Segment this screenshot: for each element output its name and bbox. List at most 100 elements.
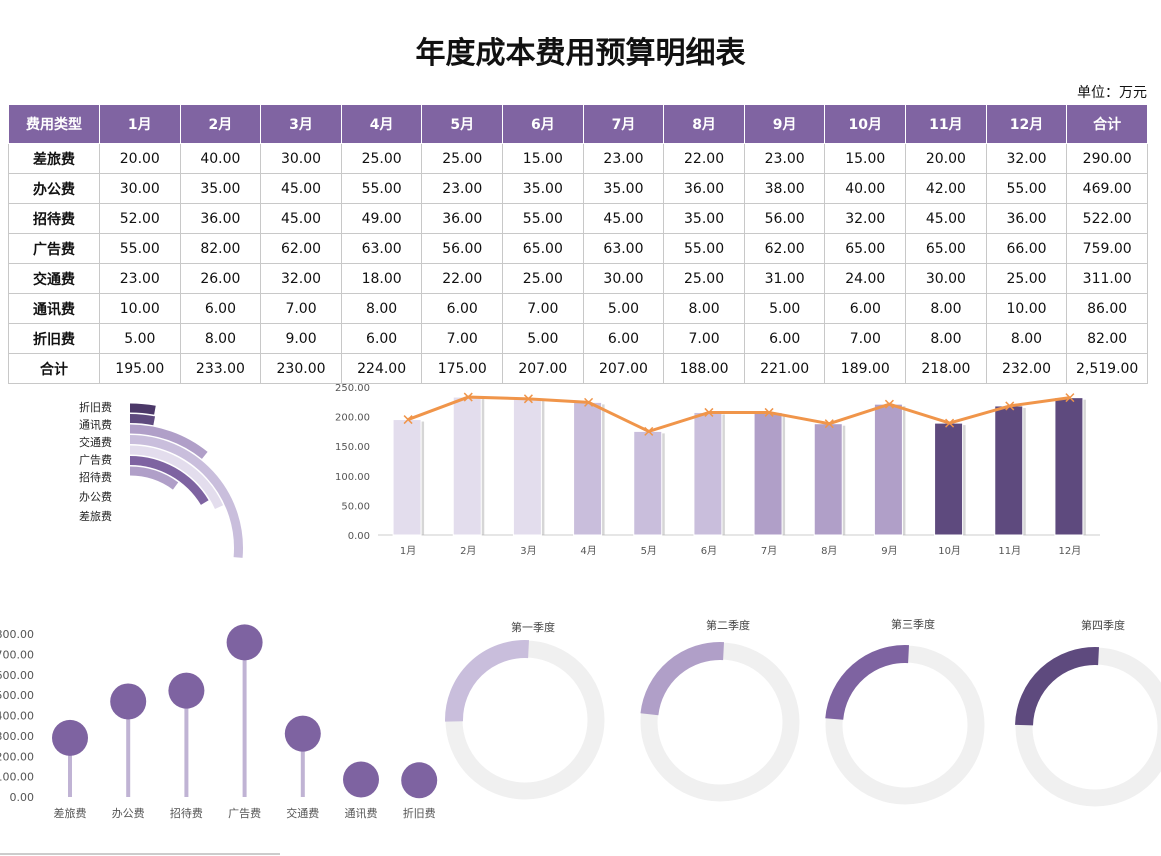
table-cell: 233.00 (179, 353, 262, 384)
table-cell: 25.00 (340, 143, 423, 174)
table-cell: 8.00 (905, 323, 987, 354)
y-tick-label: 100.00 (0, 771, 34, 784)
table-cell: 40.00 (824, 173, 907, 204)
radial-label: 差旅费 (79, 509, 112, 523)
x-tick-label: 5月 (641, 545, 657, 557)
x-tick-label: 交通费 (286, 806, 319, 820)
column-header: 费用类型 (8, 104, 100, 144)
lollipop-head (343, 761, 379, 798)
y-tick-label: 0.00 (348, 531, 370, 542)
table-cell: 290.00 (1066, 143, 1148, 174)
table-cell: 8.00 (905, 293, 987, 324)
y-tick-label: 0.00 (10, 791, 35, 804)
donut-title: 第三季度 (891, 617, 935, 631)
x-tick-label: 差旅费 (54, 806, 87, 820)
column-header: 9月 (743, 104, 826, 144)
table-row: 折旧费 5.00 8.00 9.00 6.00 7.00 5.00 6.00 7.00 6.00 7… (8, 323, 1148, 354)
lollipop-head (168, 672, 205, 709)
x-tick-label: 办公费 (112, 807, 145, 820)
y-tick-label: 400.00 (0, 710, 34, 723)
table-cell: 55.00 (340, 173, 423, 204)
table-cell: 32.00 (985, 143, 1068, 174)
table-cell: 32.00 (824, 203, 907, 234)
radial-label: 通讯费 (79, 419, 112, 432)
line-marker (704, 407, 714, 417)
x-tick-label: 7月 (761, 545, 777, 557)
table-cell: 36.00 (663, 173, 745, 204)
y-tick-label: 100.00 (335, 472, 370, 483)
table-cell: 5.00 (502, 323, 584, 354)
y-tick-label: 300.00 (0, 730, 34, 743)
x-tick-label: 8月 (821, 545, 837, 557)
donut-segment (445, 640, 529, 722)
line-marker (945, 418, 955, 428)
bar (1054, 397, 1084, 536)
table-cell: 232.00 (985, 353, 1068, 384)
x-tick-label: 1月 (400, 545, 416, 557)
line-marker (584, 397, 594, 407)
lollipop-head (110, 683, 147, 720)
table-cell: 224.00 (340, 353, 423, 384)
page-title: 年度成本费用预算明细表 (415, 36, 746, 71)
column-header: 5月 (421, 104, 504, 144)
donut-title: 第二季度 (706, 618, 750, 632)
table-row: 交通费 23.00 26.00 32.00 18.00 22.00 25.00 30.00 25… (8, 263, 1148, 294)
table-cell: 45.00 (260, 173, 342, 204)
table-cell: 2,519.00 (1066, 353, 1148, 384)
table-cell: 35.00 (663, 203, 745, 234)
table-cell: 175.00 (421, 353, 504, 384)
bar (392, 419, 422, 536)
table-cell: 23.00 (421, 173, 504, 204)
table-cell: 20.00 (99, 143, 181, 174)
bar (693, 411, 723, 536)
table-cell: 218.00 (905, 353, 987, 384)
table-cell: 18.00 (340, 263, 423, 294)
table-cell: 86.00 (1066, 293, 1148, 324)
column-header: 11月 (905, 104, 987, 144)
column-header: 6月 (502, 104, 584, 144)
line-marker (644, 426, 654, 436)
table-cell: 65.00 (905, 233, 987, 264)
radial-label: 招待费 (79, 470, 112, 484)
table-cell: 22.00 (663, 143, 745, 174)
table-cell: 7.00 (663, 323, 745, 354)
table-cell: 56.00 (421, 233, 504, 264)
table-cell: 49.00 (340, 203, 423, 234)
line-marker (1065, 393, 1075, 403)
radial-label: 广告费 (79, 454, 112, 467)
line-marker (403, 415, 413, 425)
table-cell: 45.00 (260, 203, 342, 234)
bar (934, 422, 964, 536)
x-tick-label: 3月 (520, 545, 536, 557)
bar (452, 396, 482, 536)
x-tick-label: 9月 (881, 545, 897, 557)
y-tick-label: 700.00 (0, 648, 34, 661)
table-cell: 23.00 (582, 143, 665, 174)
row-label: 合计 (8, 353, 100, 384)
total-line (407, 395, 1071, 434)
bar (813, 423, 843, 536)
line-marker (764, 407, 774, 417)
lollipop-head (284, 715, 321, 752)
y-tick-label: 200.00 (335, 413, 370, 424)
radial-bar (129, 424, 208, 459)
table-cell: 522.00 (1066, 203, 1148, 234)
x-tick-label: 10月 (938, 545, 961, 557)
x-tick-label: 12月 (1059, 545, 1082, 557)
column-header: 8月 (663, 104, 745, 144)
column-header: 2月 (179, 104, 262, 144)
table-cell: 469.00 (1066, 173, 1148, 204)
table-cell: 36.00 (421, 203, 504, 234)
donut-segment (640, 642, 724, 716)
table-cell: 188.00 (663, 353, 745, 384)
table-row: 办公费 30.00 35.00 45.00 55.00 23.00 35.00 35.00 36… (8, 173, 1148, 204)
bar (994, 405, 1024, 536)
table-cell: 25.00 (502, 263, 584, 294)
table-cell: 6.00 (340, 323, 423, 354)
x-tick-label: 折旧费 (403, 806, 436, 820)
budget-table: 费用类型 1月 2月 3月 4月 5月 6月 7月 8月 9月 10月 11月 12月 合计 差旅费 20.0… (8, 104, 1148, 384)
table-cell: 6.00 (179, 293, 262, 324)
table-cell: 759.00 (1066, 233, 1148, 264)
radial-label: 交通费 (79, 435, 112, 449)
table-cell: 56.00 (743, 203, 826, 234)
